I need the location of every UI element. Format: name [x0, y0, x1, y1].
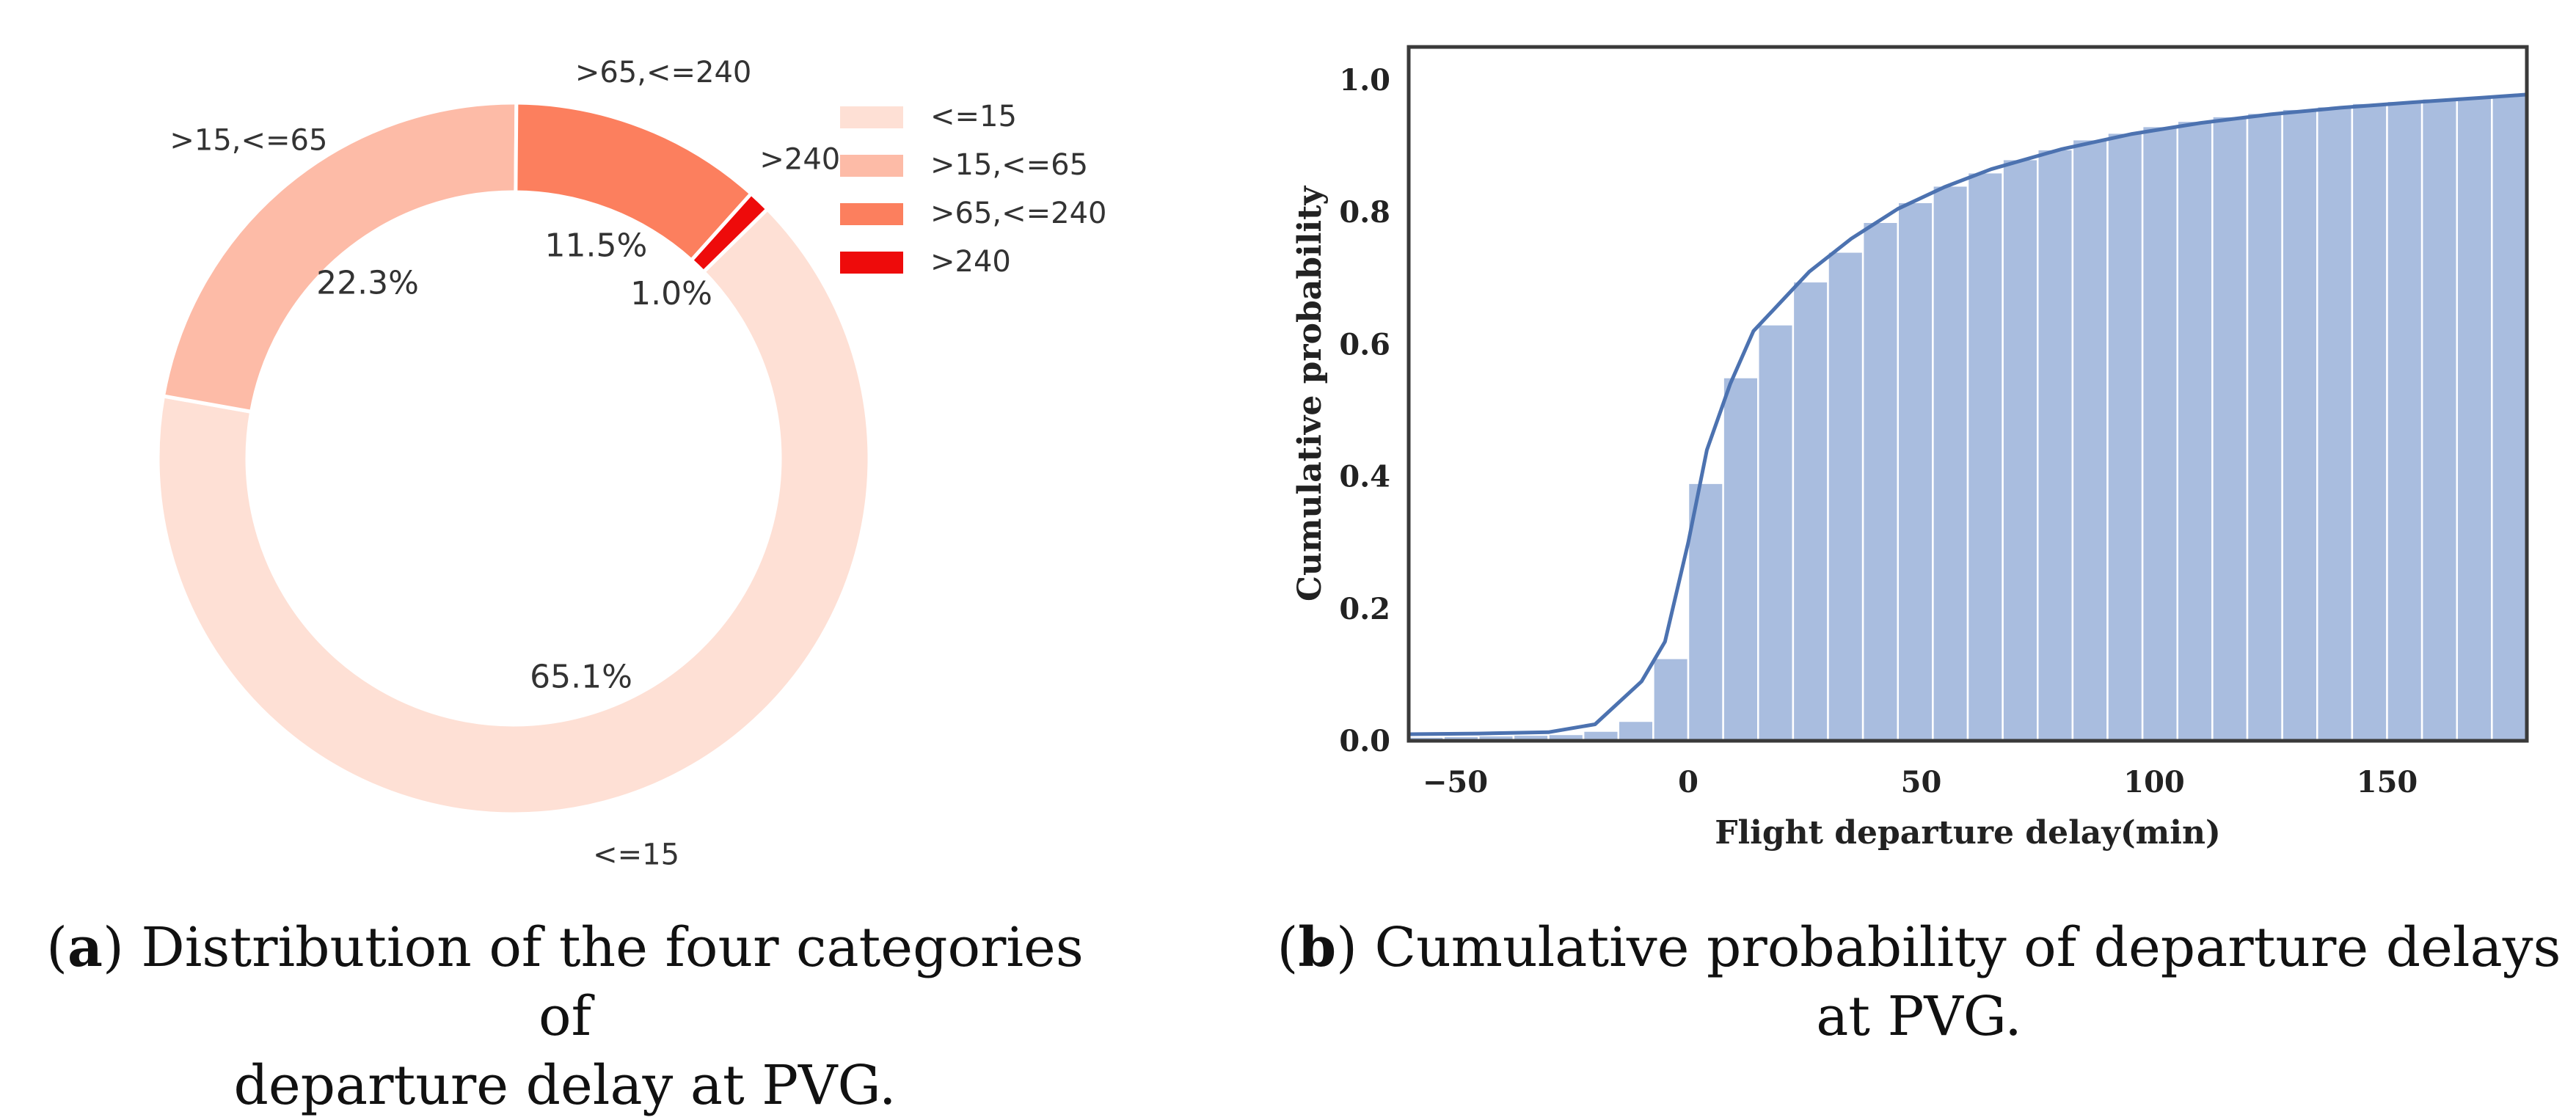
- y-axis-label: Cumulative probability: [1291, 186, 1329, 602]
- histogram-bar: [2351, 102, 2388, 742]
- histogram-bar: [2281, 108, 2318, 742]
- donut-outer-label: <=15: [593, 838, 679, 872]
- caption-b-line2: at PVG.: [1816, 985, 2022, 1048]
- donut-slices: [156, 100, 872, 816]
- legend-swatch-gt65-le240: [840, 203, 903, 225]
- histogram-bar: [2246, 111, 2283, 742]
- x-tick-label: 150: [2357, 765, 2418, 799]
- histogram-bar: [2491, 93, 2528, 742]
- histogram-bar: [1966, 171, 2004, 742]
- histogram-bar: [2037, 148, 2074, 742]
- donut-pct-label: 65.1%: [530, 658, 632, 695]
- x-tick-label: 50: [1901, 765, 1942, 799]
- y-tick-label: 0.0: [1339, 724, 1390, 758]
- donut-pct-label: 22.3%: [316, 265, 419, 302]
- cumulative-probability-line: [1408, 92, 2528, 736]
- caption-a-tag: a: [67, 916, 103, 979]
- donut-slice-gt240: [688, 191, 770, 275]
- legend-swatch-gt240: [840, 252, 903, 274]
- donut-slice-gt15-le65: [161, 100, 519, 414]
- donut-outer-labels: <=15 >15,<=65 >65,<=240 >240: [169, 56, 840, 872]
- histogram-bar: [2211, 115, 2249, 742]
- histogram-bar: [2316, 105, 2354, 742]
- histogram-bar: [2071, 138, 2109, 742]
- y-tick-label: 0.2: [1339, 592, 1390, 626]
- histogram-bar: [2002, 158, 2039, 742]
- caption-a-text1: Distribution of the four categories of: [141, 916, 1084, 1048]
- histogram-bar: [2420, 98, 2458, 742]
- legend-swatch-le15: [840, 106, 903, 128]
- histogram-bars: [1407, 93, 2528, 742]
- caption-a-line1: (a) Distribution of the four categories …: [46, 916, 1084, 1048]
- histogram-bar: [2456, 95, 2493, 742]
- y-tick-label: 0.6: [1339, 327, 1390, 362]
- legend-label-le15: <=15: [930, 100, 1017, 133]
- legend-swatch-gt15-le65: [840, 155, 903, 177]
- histogram-bar: [1792, 280, 1829, 742]
- caption-b-tag: b: [1298, 916, 1337, 979]
- x-tick-label: 100: [2123, 765, 2185, 799]
- caption-b-line1: (b) Cumulative probability of departure …: [1277, 916, 2561, 979]
- y-tick-label: 0.4: [1339, 460, 1390, 494]
- donut-pct-label: 11.5%: [545, 227, 648, 265]
- donut-chart: 65.1% 22.3% 11.5% 1.0% <=15 >15,<=65 >65,<=24…: [156, 56, 1107, 872]
- histogram-bar: [1861, 221, 1899, 742]
- histogram-bar: [1617, 720, 1654, 742]
- histogram-bar: [1652, 657, 1690, 742]
- y-tick-labels: 0.0 0.2 0.4 0.6 0.8 1.0: [1339, 63, 1390, 758]
- legend-label-gt15-le65: >15,<=65: [930, 148, 1088, 182]
- histogram-bar: [1827, 251, 1864, 742]
- histogram-bar: [1932, 184, 1969, 742]
- figure: 65.1% 22.3% 11.5% 1.0% <=15 >15,<=65 >65,<=24…: [156, 45, 2529, 872]
- legend-label-gt240: >240: [930, 245, 1011, 279]
- histogram-bar: [2386, 100, 2423, 742]
- legend-label-gt65-le240: >65,<=240: [930, 197, 1107, 230]
- donut-pct-label: 1.0%: [630, 275, 712, 312]
- plot-frame: [1406, 45, 2529, 743]
- caption-b: (b) Cumulative probability of departure …: [1262, 913, 2576, 1051]
- donut-outer-label: >65,<=240: [575, 56, 752, 89]
- histogram-bar: [1757, 323, 1795, 742]
- donut-legend: <=15 >15,<=65 >65,<=240 >240: [840, 100, 1107, 279]
- x-tick-label: 0: [1678, 765, 1699, 799]
- donut-outer-label: >15,<=65: [169, 123, 327, 157]
- caption-a-line2: departure delay at PVG.: [233, 1054, 897, 1117]
- histogram-bar: [1687, 482, 1724, 742]
- x-tick-label: −50: [1423, 765, 1488, 799]
- caption-a: (a) Distribution of the four categories …: [15, 913, 1115, 1120]
- histogram-bar: [1897, 201, 1934, 742]
- histogram-bar: [2141, 125, 2178, 742]
- histogram-bar: [2176, 120, 2214, 742]
- donut-outer-label: >240: [759, 143, 840, 177]
- cumulative-histogram-chart: −50 0 50 100 150 0.0 0.2 0.4 0.6 0.8 1.0 Flight d…: [1291, 45, 2529, 852]
- y-tick-label: 1.0: [1339, 63, 1390, 98]
- histogram-bar: [2106, 131, 2144, 742]
- x-tick-labels: −50 0 50 100 150: [1423, 765, 2418, 799]
- caption-b-text1: Cumulative probability of departure dela…: [1374, 916, 2561, 979]
- donut-percent-labels: 65.1% 22.3% 11.5% 1.0%: [316, 227, 712, 696]
- histogram-bar: [1722, 376, 1759, 742]
- cumulative-line: [1408, 92, 2528, 736]
- donut-slice-le15: [156, 206, 872, 816]
- x-axis-label: Flight departure delay(min): [1715, 814, 2221, 852]
- y-tick-label: 0.8: [1339, 195, 1390, 230]
